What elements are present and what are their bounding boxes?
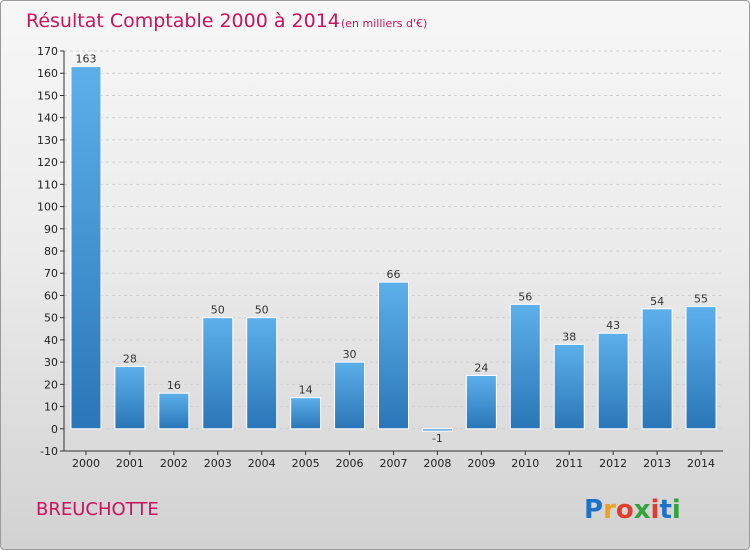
logo-letter: i (672, 495, 681, 525)
x-tick-label-2011: 2011 (555, 457, 583, 470)
bar-2006 (334, 361, 366, 430)
x-tick-label-2007: 2007 (380, 457, 408, 470)
grid (64, 50, 723, 452)
value-label-2002: 16 (167, 379, 181, 392)
bar-2005 (290, 397, 322, 430)
bar-2000 (70, 66, 102, 430)
x-tick-label-2005: 2005 (292, 457, 320, 470)
bar-2010 (509, 303, 541, 430)
logo-letter: r (603, 495, 616, 525)
value-label-2010: 56 (518, 290, 532, 303)
commune-name: BREUCHOTTE (36, 499, 159, 520)
y-tick-label: -10 (40, 445, 58, 458)
chart-title: Résultat Comptable 2000 à 2014 (26, 10, 340, 32)
proxiti-logo: Proxiti (584, 495, 681, 525)
x-tick-label-2008: 2008 (423, 457, 451, 470)
bar-2007 (378, 281, 409, 430)
y-tick-label: 20 (44, 378, 58, 391)
y-tick-label: 70 (44, 267, 58, 280)
y-tick-label: 160 (37, 67, 58, 80)
logo-letter: t (659, 495, 671, 525)
y-tick-label: 100 (37, 201, 58, 214)
x-tick-label-2014: 2014 (687, 457, 715, 470)
x-tick-label-2002: 2002 (160, 457, 188, 470)
value-label-2011: 38 (562, 330, 576, 343)
y-tick-label: 150 (37, 89, 58, 102)
bar-2012 (597, 332, 629, 430)
y-axis-ticks: -10 0 10 20 30 40 50 60 70 80 90 100 110 120 130 140 150… (37, 45, 64, 458)
bars (70, 66, 717, 432)
bar-2011 (553, 343, 585, 430)
logo-letter: P (584, 495, 603, 525)
y-tick-label: 130 (37, 134, 58, 147)
y-tick-label: 170 (37, 45, 58, 58)
y-tick-label: 30 (44, 356, 58, 369)
x-tick-label-2010: 2010 (511, 457, 539, 470)
y-tick-label: 60 (44, 289, 58, 302)
x-tick-label-2003: 2003 (204, 457, 232, 470)
y-tick-label: 140 (37, 112, 58, 125)
bar-2003 (202, 317, 234, 430)
logo-letter: x (634, 495, 651, 525)
x-tick-label-2004: 2004 (248, 457, 276, 470)
y-tick-label: 40 (44, 334, 58, 347)
bar-2001 (114, 366, 146, 430)
y-tick-label: 50 (44, 312, 58, 325)
chart-subtitle: (en milliers d'€) (341, 17, 427, 30)
bar-2009 (465, 374, 497, 430)
y-tick-label: 10 (44, 401, 58, 414)
value-label-2014: 55 (694, 293, 708, 306)
logo-letter: o (616, 495, 634, 525)
x-tick-label-2001: 2001 (116, 457, 144, 470)
bar-2008 (421, 428, 453, 432)
value-label-2006: 30 (343, 348, 357, 361)
x-axis-ticks: 2000 2001 2002 2003 2004 2005 2006 2007 2008 2009… (72, 451, 715, 470)
bar-2004 (246, 317, 278, 430)
bar-2002 (158, 392, 190, 430)
value-label-2008: -1 (432, 432, 443, 445)
value-label-2001: 28 (123, 353, 137, 366)
y-tick-label: 90 (44, 223, 58, 236)
x-tick-label-2006: 2006 (336, 457, 364, 470)
value-label-2003: 50 (211, 304, 225, 317)
bar-2013 (641, 308, 673, 430)
y-tick-label: 0 (51, 423, 58, 436)
y-tick-label: 80 (44, 245, 58, 258)
y-tick-label: 110 (37, 178, 58, 191)
y-tick-label: 120 (37, 156, 58, 169)
value-label-2000: 163 (75, 53, 96, 66)
bar-2014 (685, 306, 717, 430)
value-label-2009: 24 (474, 361, 488, 374)
value-label-2012: 43 (606, 319, 620, 332)
x-tick-label-2000: 2000 (72, 457, 100, 470)
value-label-2004: 50 (255, 304, 269, 317)
value-label-2007: 66 (387, 268, 401, 281)
x-tick-label-2012: 2012 (599, 457, 627, 470)
x-tick-label-2013: 2013 (643, 457, 671, 470)
logo-letter: i (651, 495, 660, 525)
x-tick-label-2009: 2009 (467, 457, 495, 470)
value-label-2005: 14 (299, 384, 313, 397)
value-label-2013: 54 (650, 295, 664, 308)
value-labels: 163 28 16 50 50 14 30 66 -1 24 56 38 43 54 55 (75, 53, 708, 445)
